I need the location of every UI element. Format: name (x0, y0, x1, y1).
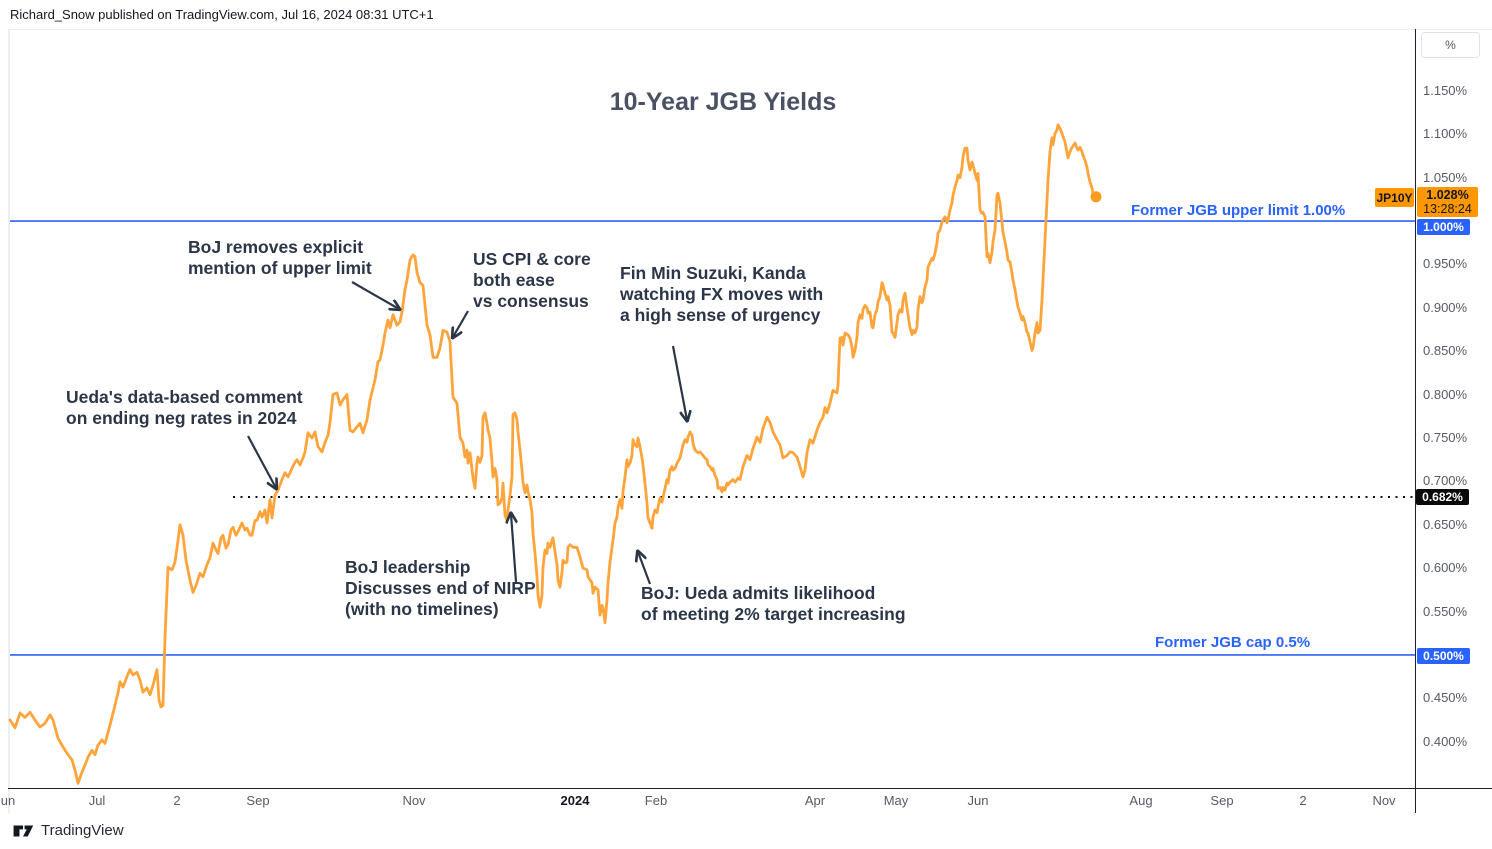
annotation-arrows (247, 281, 687, 585)
former-upper-limit-label: Former JGB upper limit 1.00% (1131, 202, 1346, 219)
time-scale-tick-label: 2 (1299, 793, 1307, 808)
price-scale-tick-label: 0.600% (1423, 560, 1468, 576)
time-scale-tick-label: Aug (1129, 793, 1153, 808)
former-cap-label: Former JGB cap 0.5% (1155, 634, 1311, 651)
price-scale-unit-button[interactable]: % (1421, 32, 1480, 58)
annotation-arrow-5 (638, 552, 652, 585)
time-scale-tick-label: Apr (804, 793, 826, 808)
cap-price-badge: 0.500% (1417, 648, 1470, 664)
dotted-level-price-badge: 0.682% (1416, 489, 1469, 505)
annotation-suzuki-kanda-fx: Fin Min Suzuki, Kanda watching FX moves … (620, 263, 824, 325)
upper-limit-price-badge: 1.000% (1417, 219, 1470, 235)
time-scale-tick-label: 2024 (560, 793, 590, 808)
time-scale-tick-label: Sep (1210, 793, 1234, 808)
annotation-arrow-2 (671, 345, 687, 420)
price-scale-tick-label: 1.150% (1423, 82, 1468, 98)
annotation-boj-nirp-end: BoJ leadership Discusses end of NIRP (wi… (345, 557, 536, 619)
price-scale-tick-label: 0.700% (1423, 473, 1468, 489)
annotation-ueda-2pct-target: BoJ: Ueda admits likelihood of meeting 2… (641, 583, 906, 624)
annotation-arrow-1 (453, 310, 469, 337)
time-scale-tick-label: Nov (1372, 793, 1396, 808)
publish-attribution: Richard_Snow published on TradingView.co… (10, 7, 434, 22)
time-scale-tick-label: 2 (173, 793, 181, 808)
price-scale-tick-label: 0.800% (1423, 386, 1468, 402)
annotation-us-cpi-ease: US CPI & core both ease vs consensus (473, 249, 591, 311)
last-price-badge: 1.028% 13:28:24 (1417, 187, 1478, 217)
price-scale-tick-label: 0.650% (1423, 516, 1468, 532)
annotation-arrow-3 (247, 435, 276, 488)
annotation-arrow-0 (351, 281, 399, 309)
footer-bar: TradingView (0, 813, 1492, 849)
tradingview-brand-link[interactable]: TradingView (12, 822, 124, 839)
price-scale-tick-label: 0.400% (1423, 733, 1468, 749)
tradingview-logo-icon (13, 825, 34, 836)
symbol-badge: JP10Y (1375, 188, 1414, 207)
time-scale-tick-label: Feb (644, 793, 668, 808)
tradingview-brand-text: TradingView (41, 822, 124, 839)
chart-title: 10-Year JGB Yields (609, 88, 837, 116)
annotation-ueda-neg-rates: Ueda's data-based comment on ending neg … (66, 387, 303, 428)
price-scale-tick-label: 1.050% (1423, 169, 1468, 185)
time-scale-tick-label: Nov (402, 793, 426, 808)
jgb-yield-series (8, 123, 1098, 785)
price-scale-tick-label: 0.850% (1423, 343, 1468, 359)
time-scale-tick-label: Sep (246, 793, 270, 808)
time-scale-tick-label: Jul (88, 793, 106, 808)
time-scale-tick-label: May (883, 793, 909, 808)
price-scale-tick-label: 0.750% (1423, 430, 1468, 445)
annotation-boj-removes-upper-limit: BoJ removes explicit mention of upper li… (188, 237, 372, 278)
price-scale-tick-label: 0.950% (1423, 256, 1468, 272)
price-scale-tick-label: 1.100% (1423, 126, 1468, 142)
price-scale-tick-label: 0.450% (1423, 690, 1468, 706)
publish-bar: Richard_Snow published on TradingView.co… (0, 0, 1492, 29)
time-scale-tick-label: un (0, 793, 16, 808)
price-scale-tick-label: 0.900% (1423, 299, 1468, 315)
price-scale-tick-label: 0.550% (1423, 603, 1468, 619)
last-price-dot (1090, 191, 1102, 203)
last-price-value: 1.028% (1426, 188, 1469, 202)
yield-line (8, 123, 1102, 785)
chart-panel-top-border (8, 29, 1492, 30)
last-price-time: 13:28:24 (1423, 202, 1472, 216)
percent-unit-label: % (1445, 38, 1456, 52)
chart-panel-left-border (8, 29, 10, 813)
time-scale-tick-label: Jun (967, 793, 989, 808)
